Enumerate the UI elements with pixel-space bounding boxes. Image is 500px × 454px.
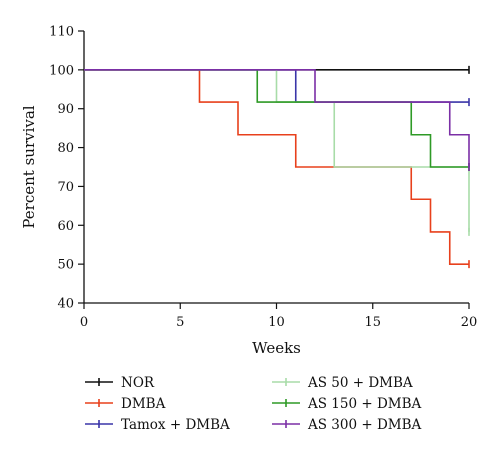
legend-label: Tamox + DMBA [121,417,230,433]
x-tick-label: 20 [461,315,478,330]
legend-item: Tamox + DMBA [85,417,230,433]
x-tick-label: 5 [176,315,184,330]
x-axis-label: Weeks [252,339,301,357]
legend-label: AS 300 + DMBA [307,417,422,433]
legend-label: DMBA [121,396,166,412]
survival-step-line [84,69,469,168]
series-as-300-dmba [84,69,470,171]
survival-step-line [84,69,470,232]
y-tick-label: 100 [49,63,74,78]
legend-item: DMBA [85,396,166,412]
x-tick-label: 0 [80,315,88,330]
legend-item: AS 50 + DMBA [272,375,413,391]
axes: 40 50 60 70 80 90 100 110 0 5 10 15 20 [49,25,477,331]
x-tick-label: 15 [364,315,381,330]
y-tick-label: 40 [57,297,74,312]
legend-label: AS 150 + DMBA [307,396,422,412]
survival-step-line [84,69,470,167]
series-lines [84,65,470,269]
legend-label: AS 50 + DMBA [307,375,413,391]
legend: NOR DMBA Tamox + DMBA AS 50 + DMBA AS 150 + … [85,375,422,433]
y-tick-label: 110 [49,25,74,40]
legend-label: NOR [121,375,155,391]
x-tick-label: 10 [268,315,285,330]
y-axis-label: Percent survival [20,105,38,228]
y-tick-label: 60 [57,219,74,234]
legend-item: NOR [85,375,155,391]
y-tick-label: 50 [57,258,74,273]
series-as-50-dmba [84,69,470,236]
y-tick-label: 70 [57,180,74,195]
y-tick-label: 80 [57,141,74,156]
legend-item: AS 300 + DMBA [272,417,422,433]
legend-item: AS 150 + DMBA [272,396,422,412]
y-tick-label: 90 [57,102,74,117]
